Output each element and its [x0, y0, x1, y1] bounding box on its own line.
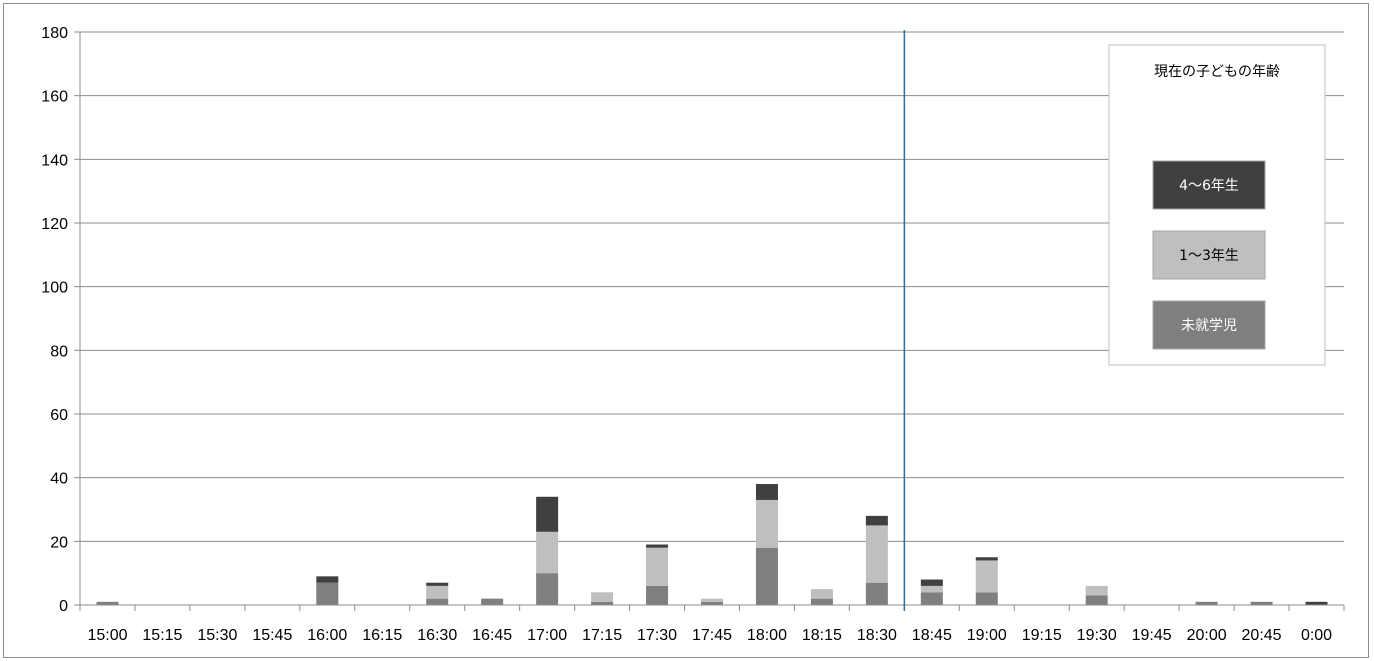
bar-segment — [975, 592, 998, 605]
bar-segment — [536, 531, 559, 574]
x-tick-label: 17:30 — [637, 627, 677, 644]
legend-label: 未就学児 — [1181, 318, 1237, 334]
bar-segment — [1250, 601, 1273, 605]
bar-segment — [536, 496, 559, 532]
bar-segment — [755, 484, 778, 500]
legend-label: 4〜6年生 — [1179, 178, 1239, 194]
x-tick-label: 19:30 — [1077, 627, 1117, 644]
bars — [96, 484, 1328, 605]
x-tick-label: 16:45 — [472, 627, 512, 644]
y-tick-label: 160 — [41, 89, 68, 106]
bar-segment — [865, 582, 888, 605]
bar-segment — [646, 547, 669, 586]
x-tick-label: 19:45 — [1132, 627, 1172, 644]
bar-segment — [426, 598, 449, 605]
x-tick-label: 17:15 — [582, 627, 622, 644]
x-tick-label: 20:45 — [1242, 627, 1282, 644]
bar-segment — [920, 592, 943, 605]
bar-segment — [96, 601, 119, 605]
x-tick-label: 15:45 — [252, 627, 292, 644]
legend-label: 1〜3年生 — [1179, 248, 1239, 264]
bar-segment — [975, 560, 998, 593]
bar-segment — [1305, 601, 1328, 605]
y-tick-label: 180 — [41, 25, 68, 42]
y-tick-label: 40 — [50, 471, 68, 488]
x-tick-label: 18:00 — [747, 627, 787, 644]
bar-segment — [865, 515, 888, 526]
x-tick-label: 15:30 — [197, 627, 237, 644]
bar-segment — [591, 601, 614, 605]
bar-segment — [536, 573, 559, 605]
x-tick-label: 16:15 — [362, 627, 402, 644]
x-tick-label: 19:15 — [1022, 627, 1062, 644]
x-tick-label: 19:00 — [967, 627, 1007, 644]
bar-segment — [975, 557, 998, 561]
y-tick-label: 140 — [41, 152, 68, 169]
bar-segment — [701, 598, 723, 602]
x-tick-label: 16:30 — [417, 627, 457, 644]
y-tick-label: 0 — [59, 598, 68, 615]
bar-segment — [701, 601, 723, 605]
bar-segment — [646, 585, 669, 605]
x-tick-label: 16:00 — [307, 627, 347, 644]
bar-segment — [755, 499, 778, 548]
bar-segment — [810, 589, 833, 599]
y-tick-label: 100 — [41, 280, 68, 297]
y-tick-label: 80 — [50, 343, 68, 360]
x-tick-label: 20:00 — [1187, 627, 1227, 644]
bar-segment — [481, 598, 504, 605]
y-tick-label: 20 — [50, 534, 68, 551]
x-tick-label: 17:45 — [692, 627, 732, 644]
x-tick-label: 0:00 — [1301, 627, 1332, 644]
bar-segment — [920, 585, 943, 593]
bar-segment — [755, 547, 778, 605]
x-tick-label: 15:15 — [142, 627, 182, 644]
y-tick-label: 60 — [50, 407, 68, 424]
bar-segment — [1195, 601, 1218, 605]
legend-swatch — [1152, 230, 1266, 280]
bar-segment — [426, 585, 449, 599]
x-tick-label: 18:30 — [857, 627, 897, 644]
x-tick-label: 17:00 — [527, 627, 567, 644]
tick-labels: 0 20 40 60 80 100 120 140 160 180 15:00 15:15 15:30 1… — [41, 25, 1332, 644]
legend-title: 現在の子どもの年齢 — [1154, 64, 1280, 80]
bar-segment — [316, 576, 339, 583]
bar-segment — [1085, 595, 1108, 605]
bar-segment — [1085, 585, 1108, 596]
bar-segment — [316, 582, 339, 605]
bar-segment — [591, 592, 614, 602]
bar-segment — [920, 579, 943, 586]
legend-swatch — [1152, 300, 1266, 350]
y-tick-label: 120 — [41, 216, 68, 233]
x-tick-label: 15:00 — [87, 627, 127, 644]
legend-swatch — [1152, 160, 1266, 210]
bar-segment — [810, 598, 833, 605]
bar-segment — [426, 582, 449, 586]
bar-segment — [865, 525, 888, 583]
x-tick-label: 18:15 — [802, 627, 842, 644]
x-tick-label: 18:45 — [912, 627, 952, 644]
bar-segment — [646, 544, 669, 548]
axes — [74, 30, 1345, 611]
